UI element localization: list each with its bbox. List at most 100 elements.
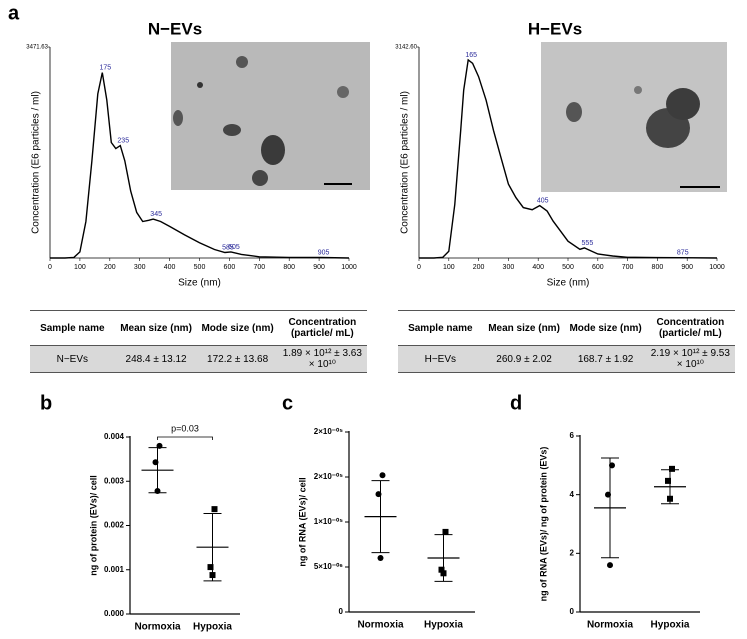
y-axis-label: ng of RNA (EVs)/ cell: [297, 477, 307, 566]
data-point: [665, 477, 671, 484]
data-point: [207, 564, 214, 571]
y-axis-label: Concentration (E6 particles / ml): [31, 91, 42, 234]
x-tick-label: Normoxia: [587, 620, 634, 631]
y-tick-label: 4: [570, 490, 575, 499]
header-cell: Mean size (nm): [482, 310, 566, 346]
y-tick-label: 5×10⁻⁰⁶: [314, 562, 343, 571]
y-axis-label: Concentration (E6 particles / ml): [400, 91, 411, 234]
x-tick-label: Hypoxia: [193, 622, 232, 633]
peak-label: 585: [222, 244, 234, 251]
x-tick-label: 800: [283, 264, 295, 271]
header-cell: Mode size (nm): [197, 310, 278, 346]
panel-label: d: [510, 392, 522, 414]
x-tick-label: 500: [194, 264, 206, 271]
data-point: [605, 491, 611, 498]
y-tick-label: 0.004: [104, 432, 125, 441]
x-tick-label: 1000: [709, 264, 725, 271]
p-value: p=0.03: [171, 423, 199, 433]
data-point: [667, 495, 673, 502]
x-tick-label: 900: [681, 264, 693, 271]
x-tick-label: 500: [562, 264, 574, 271]
peak-label: 875: [677, 250, 689, 257]
tem-image: [171, 42, 370, 190]
peak-label: 555: [582, 240, 594, 247]
x-tick-label: Normoxia: [134, 622, 181, 633]
table-cell: 2.19 × 10¹² ± 9.53 × 10¹⁰: [645, 345, 735, 373]
significance-bracket: [157, 436, 213, 440]
x-tick-label: 700: [253, 264, 265, 271]
data-point: [440, 570, 447, 577]
x-tick-label: 300: [503, 264, 515, 271]
peak-label: 175: [99, 64, 111, 71]
panel-label: c: [282, 392, 293, 414]
y-tick-label: 0.002: [104, 521, 125, 530]
x-tick-label: 900: [313, 264, 325, 271]
header-cell: Concentration (particle/ mL): [277, 310, 367, 346]
chart-title: H−EVs: [528, 19, 582, 38]
table-cell: 260.9 ± 2.02: [482, 345, 566, 373]
x-tick-label: Hypoxia: [651, 620, 690, 631]
data-point: [379, 472, 386, 479]
data-point: [609, 462, 615, 469]
peak-label: 235: [117, 137, 129, 144]
y-tick-label: 3142.60: [395, 45, 417, 51]
data-point: [438, 566, 445, 573]
x-tick-label: 600: [592, 264, 604, 271]
x-axis-label: Size (nm): [178, 278, 221, 289]
peak-label: 165: [465, 52, 477, 59]
x-axis-label: Size (nm): [547, 278, 590, 289]
x-tick-label: 800: [652, 264, 664, 271]
data-point: [152, 459, 159, 466]
x-tick-label: 300: [134, 264, 146, 271]
y-axis-label: ng of protein (EVs)/ cell: [88, 475, 98, 576]
peak-label: 405: [537, 197, 549, 204]
x-tick-label: 700: [622, 264, 634, 271]
x-tick-label: 1000: [341, 264, 357, 271]
data-point: [211, 506, 218, 513]
panel-label: a: [8, 2, 20, 24]
x-tick-label: 0: [417, 264, 421, 271]
tem-image: [541, 42, 727, 192]
header-cell: Mean size (nm): [114, 310, 198, 346]
x-tick-label: 100: [443, 264, 455, 271]
y-tick-label: 2×10⁻⁰⁵: [314, 472, 343, 481]
table-cell: 168.7 ± 1.92: [565, 345, 646, 373]
size-distribution-line: [50, 72, 350, 259]
table-cell: H−EVs: [398, 345, 483, 373]
x-tick-label: 100: [74, 264, 86, 271]
y-tick-label: 0.001: [104, 565, 125, 574]
x-tick-label: 200: [473, 264, 485, 271]
y-tick-label: 3471.63: [26, 45, 48, 51]
header-cell: Mode size (nm): [565, 310, 646, 346]
x-tick-label: Hypoxia: [424, 620, 463, 631]
y-tick-label: 0: [339, 607, 344, 616]
chart-title: N−EVs: [148, 19, 202, 38]
peak-label: 345: [150, 211, 162, 218]
header-cell: Sample name: [398, 310, 483, 346]
table-cell: 248.4 ± 13.12: [114, 345, 198, 373]
x-tick-label: Normoxia: [357, 620, 404, 631]
data-point: [377, 555, 384, 561]
y-tick-label: 6: [570, 431, 575, 440]
data-point: [669, 465, 675, 472]
table-cell: 1.89 × 10¹² ± 3.63 × 10¹⁰: [277, 345, 367, 373]
data-point: [156, 442, 163, 449]
y-tick-label: 2: [570, 548, 575, 557]
y-tick-label: 0.000: [104, 609, 125, 618]
table-cell: 172.2 ± 13.68: [197, 345, 278, 373]
x-tick-label: 400: [532, 264, 544, 271]
data-point: [154, 487, 161, 494]
table-cell: N−EVs: [30, 345, 115, 373]
data-point: [442, 528, 449, 535]
data-point: [209, 572, 216, 579]
size-distribution-line: [419, 58, 718, 259]
y-tick-label: 0: [570, 607, 575, 616]
data-point: [607, 562, 613, 569]
summary-table: Sample name Mean size (nm) Mode size (nm) C…: [398, 310, 735, 373]
header-cell: Concentration (particle/ mL): [645, 310, 735, 346]
y-tick-label: 2×10⁻⁰⁵: [314, 427, 343, 436]
peak-label: 905: [318, 249, 330, 256]
x-tick-label: 400: [164, 264, 176, 271]
